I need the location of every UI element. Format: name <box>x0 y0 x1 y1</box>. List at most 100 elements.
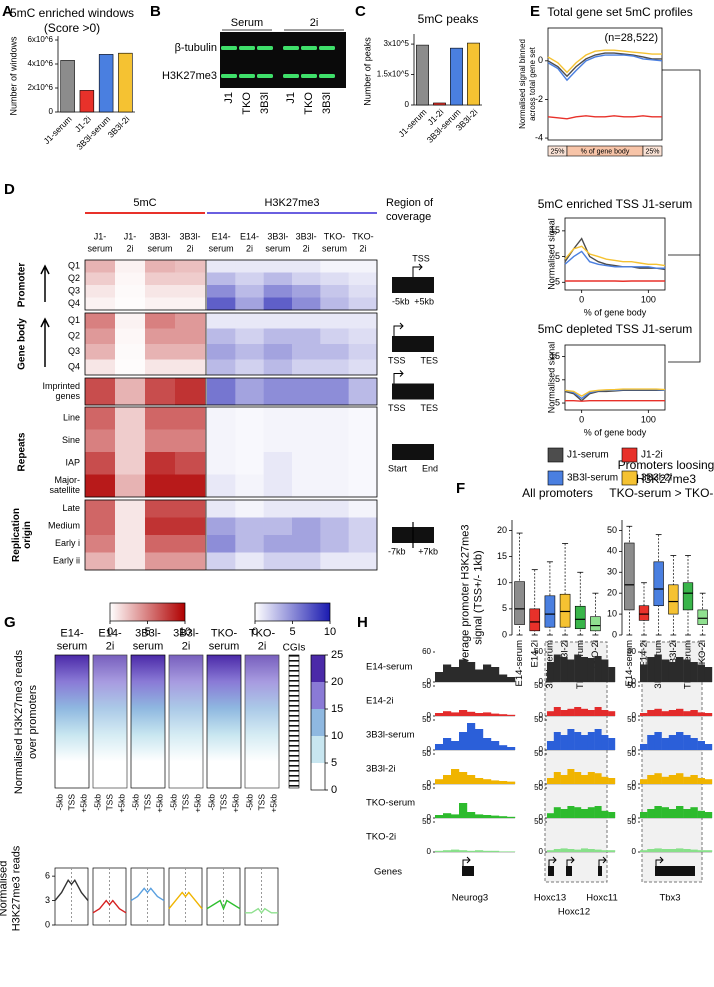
x-tick-label: TKO-2i <box>590 640 601 670</box>
heatmap-cell <box>175 272 206 286</box>
heatmap-cell <box>320 328 349 345</box>
signal-bar <box>435 713 444 716</box>
signal-bar <box>601 735 609 750</box>
heatmap-cell <box>292 474 321 498</box>
heatmap-cell <box>235 359 264 376</box>
y-tick-label: 0 <box>427 779 432 788</box>
heatmap-cell <box>145 313 176 329</box>
heatmap-cell <box>235 407 264 430</box>
heatmap-cell <box>263 313 293 329</box>
legend-label: 3B3l-2i <box>641 473 672 484</box>
row-label: Medium <box>48 521 80 531</box>
signal-bar <box>443 664 452 682</box>
signal-bar <box>661 738 669 750</box>
signal-bar <box>640 850 648 852</box>
signal-bar <box>661 659 669 682</box>
y-tick-label: 50 <box>422 749 431 758</box>
column-label: serum <box>133 640 164 652</box>
signal-bar <box>647 735 655 750</box>
heatmap-cell <box>207 297 236 311</box>
heatmap-cell <box>320 378 349 406</box>
x-segment-label: 25% <box>645 148 659 155</box>
line <box>547 54 663 82</box>
box <box>624 542 635 611</box>
y-tick-label: 6x10^6 <box>27 35 53 44</box>
signal-bar <box>676 848 684 852</box>
signal-bar <box>676 773 684 784</box>
heatmap-cell <box>235 452 264 475</box>
signal-bar <box>459 772 468 784</box>
connector <box>662 69 701 363</box>
column-label: serum <box>57 640 88 652</box>
column-label: serum <box>87 243 112 253</box>
heatmap-cell <box>348 535 378 553</box>
arrow <box>393 370 404 384</box>
column-label: 3B3l- <box>135 627 161 639</box>
y-tick-label: 0 <box>427 813 432 822</box>
signal-bar <box>553 807 561 818</box>
row-label: Q2 <box>68 273 80 283</box>
heatmap-cell <box>115 359 146 376</box>
panel-letter: A <box>2 3 13 20</box>
y-axis-label: H3K27me3 reads <box>10 845 22 931</box>
signal-bar <box>601 810 609 818</box>
heatmap-cell <box>235 474 264 498</box>
x-segment-label: 25% <box>550 148 564 155</box>
signal-bar <box>647 775 655 784</box>
heatmap-cell <box>207 500 236 518</box>
heatmap-cell <box>292 429 321 453</box>
signal-bar <box>690 775 698 784</box>
heatmap-cell <box>145 500 176 518</box>
signal-bar <box>601 850 609 852</box>
gene-label: Tbx3 <box>659 893 680 904</box>
signal-bar <box>475 778 484 784</box>
x-tick-label: -5kb <box>92 794 102 811</box>
signal-bar <box>567 708 575 716</box>
heatmap-cell <box>348 429 378 453</box>
column-label: TKO- <box>249 627 276 639</box>
heatmap-cell <box>320 474 349 498</box>
signal-bar <box>683 776 691 784</box>
annotation: (n=28,522) <box>604 32 658 44</box>
legend-swatch <box>547 470 564 486</box>
heatmap-cell <box>207 260 236 273</box>
heatmap-cell <box>145 359 176 376</box>
heatmap-cell <box>320 313 349 329</box>
heatmap-cell <box>348 500 378 518</box>
panel-letter: B <box>150 3 161 20</box>
region-label: +5kb <box>414 296 434 306</box>
heatmap-cell <box>207 313 236 329</box>
signal-bar <box>560 775 568 784</box>
signal-bar <box>601 659 609 682</box>
signal-bar <box>608 667 616 682</box>
signal-bar <box>491 850 500 852</box>
read-heatmap <box>206 654 242 789</box>
box <box>668 584 679 615</box>
heatmap-cell <box>115 297 146 311</box>
heatmap-cell <box>292 552 321 571</box>
column-label: 2i <box>182 640 191 652</box>
region-diagram <box>392 383 434 400</box>
colorbar-band <box>311 655 325 682</box>
y-tick-label: 0 <box>539 779 544 788</box>
signal-bar <box>690 738 698 750</box>
heatmap-cell <box>292 313 321 329</box>
heatmap-cell <box>292 260 321 273</box>
heatmap-cell <box>263 429 293 453</box>
heatmap-cell <box>292 517 321 536</box>
signal-bar <box>594 773 602 784</box>
signal-bar <box>567 806 575 818</box>
signal-bar <box>581 775 588 784</box>
y-tick-label: -5 <box>552 277 560 287</box>
x-tick-label: -5kb <box>54 794 64 811</box>
y-tick-label: 1.5x10^5 <box>377 70 410 79</box>
heatmap-cell <box>320 297 349 311</box>
box <box>544 595 556 628</box>
y-tick-label: 0 <box>539 711 544 720</box>
signal-bar <box>690 710 698 716</box>
signal-bar <box>553 654 561 682</box>
signal-bar <box>499 851 508 852</box>
x-axis-label: % of gene body <box>584 427 647 437</box>
signal-bar <box>640 664 648 682</box>
heatmap-cell <box>207 474 236 498</box>
